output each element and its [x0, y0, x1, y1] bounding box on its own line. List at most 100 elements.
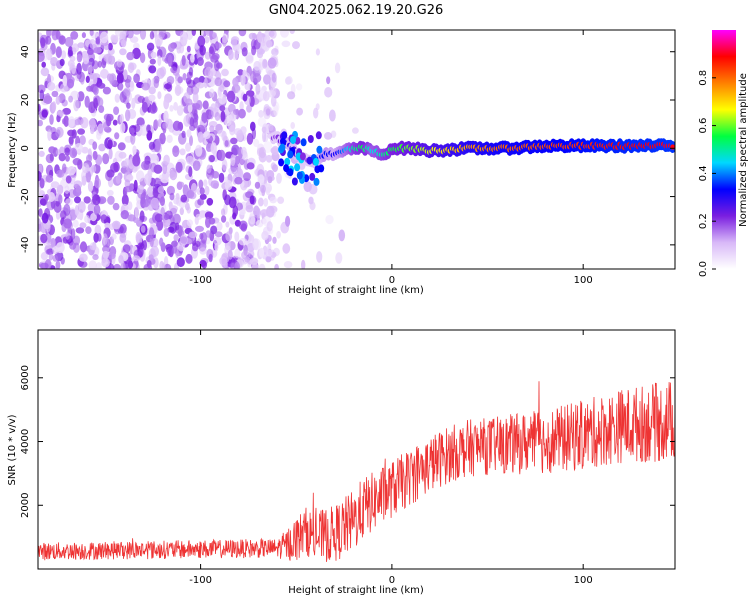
colorbar-tick-label: 0.6 — [698, 118, 709, 134]
snr-xtick-label: 0 — [389, 575, 395, 586]
spectrogram-noise-cell — [153, 187, 159, 199]
spectrogram-noise-cell — [182, 73, 187, 81]
spectrogram-noise-cell — [76, 62, 82, 75]
spectrogram-noise-cell — [246, 162, 255, 170]
spectrogram-noise-cell — [236, 43, 241, 55]
spectrogram-noise-cell — [282, 243, 291, 254]
spectrogram-noise-cell — [55, 260, 61, 269]
spectrogram-noise-cell — [149, 31, 155, 40]
spectrogram-noise-cell — [41, 61, 46, 68]
spectrogram-noise-cell — [295, 83, 303, 91]
spectrogram-noise-cell — [40, 37, 46, 49]
spectrogram-noise-cell — [213, 236, 222, 246]
spectrogram-noise-cell — [192, 91, 199, 104]
spectrogram-noise-cell — [181, 55, 186, 66]
spectrogram-noise-cell — [139, 210, 145, 223]
spectrogram-noise-cell — [84, 95, 90, 108]
spectrogram-noise-cell — [148, 104, 158, 114]
spectrogram-noise-cell — [68, 136, 74, 145]
spectrogram-noise-cell — [242, 93, 248, 102]
spectrogram-noise-cell — [186, 30, 194, 40]
spectrogram-noise-cell — [271, 145, 279, 156]
spectrogram-noise-cell — [238, 238, 248, 246]
spectrogram-noise-cell — [267, 89, 276, 98]
spectrogram-noise-cell — [88, 260, 97, 269]
spectrogram-noise-cell — [148, 254, 154, 262]
spectrogram-noise-cell — [82, 53, 89, 65]
spectrogram-noise-cell — [173, 197, 180, 205]
spectrogram-noise-cell — [166, 185, 175, 196]
spectrogram-noise-cell — [153, 164, 163, 174]
spectrogram-noise-cell — [214, 231, 223, 238]
spectrogram-noise-cell — [251, 45, 257, 56]
spectrogram-noise-cell — [214, 242, 219, 252]
spectrogram-noise-cell — [68, 116, 75, 128]
figure-title: GN04.2025.062.19.20.G26 — [269, 3, 444, 18]
spectrogram-noise-cell — [125, 78, 131, 88]
spectrogram-noise-cell — [111, 220, 121, 230]
spectrogram-noise-cell — [176, 181, 183, 190]
spectrogram-noise-cell — [163, 228, 170, 237]
spectrogram-noise-cell — [116, 59, 123, 68]
spectrogram-noise-cell — [272, 236, 277, 244]
spectrogram-onset-cell — [306, 156, 313, 165]
spectrogram-noise-cell — [85, 226, 92, 235]
spectrogram-noise-cell — [187, 103, 193, 113]
spectrogram-noise-cell — [40, 67, 50, 77]
spectrogram-noise-cell — [273, 104, 279, 117]
spectrogram-noise-cell — [50, 181, 60, 189]
spectrogram-noise-cell — [159, 132, 166, 145]
spectrogram-noise-cell — [149, 227, 155, 240]
spectrogram-noise-cell — [220, 110, 226, 123]
spectrogram-noise-cell — [248, 213, 256, 225]
spectrogram-ridge-cell — [670, 144, 675, 150]
spectrogram-noise-cell — [214, 111, 221, 121]
spectrogram-noise-cell — [214, 77, 223, 87]
spectrogram-noise-cell — [173, 101, 179, 111]
spectrogram-noise-cell — [48, 146, 56, 154]
spectrogram-noise-cell — [167, 54, 173, 67]
spectrogram-noise-cell — [163, 213, 169, 221]
spectrogram-noise-cell — [221, 35, 227, 47]
snr-frame — [37, 329, 676, 570]
spectrogram-noise-cell — [141, 82, 150, 91]
colorbar: 0.0 0.2 0.4 0.6 0.8 Normalized spectral ampl… — [698, 30, 749, 277]
spectrogram-noise-cell — [238, 220, 248, 231]
spectrogram-noise-cell — [313, 107, 319, 119]
spectrogram-marks — [38, 30, 675, 269]
spectrogram-noise-cell — [93, 47, 102, 54]
spectrogram-noise-cell — [133, 124, 141, 132]
spectrogram-noise-cell — [199, 247, 208, 255]
spectrogram-noise-cell — [157, 186, 165, 194]
spectrogram-noise-cell — [271, 48, 279, 56]
spectrogram-noise-cell — [186, 45, 191, 53]
spectrogram-noise-cell — [81, 175, 87, 186]
spectrogram-noise-cell — [258, 197, 264, 207]
spectrogram-noise-cell — [76, 53, 82, 63]
spectrogram-noise-cell — [100, 214, 108, 224]
spectrogram-noise-cell — [118, 83, 124, 91]
spectrogram-noise-cell — [107, 195, 115, 205]
spectrogram-noise-cell — [40, 252, 49, 261]
spectrogram-noise-cell — [325, 214, 334, 225]
spectrogram-noise-cell — [57, 110, 65, 117]
spectrogram-noise-cell — [97, 123, 104, 134]
spectrogram-noise-cell — [89, 38, 96, 50]
snr-series-line — [38, 381, 675, 562]
spectrogram-noise-cell — [126, 174, 134, 182]
spectrogram-noise-cell — [170, 66, 178, 74]
spectrogram-xtick-label: 100 — [574, 275, 593, 286]
spectrogram-noise-cell — [140, 225, 146, 233]
spectrogram-onset-cell — [290, 136, 297, 144]
spectrogram-noise-cell — [124, 158, 130, 167]
spectrogram-noise-cell — [219, 105, 226, 112]
spectrogram-noise-cell — [239, 209, 246, 216]
spectrogram-noise-cell — [175, 161, 183, 173]
spectrogram-noise-cell — [83, 196, 91, 204]
spectrogram-noise-cell — [81, 32, 86, 39]
spectrogram-onset-cell — [287, 168, 294, 177]
spectrogram-noise-cell — [91, 164, 97, 173]
spectrogram-noise-cell — [285, 76, 292, 85]
spectrogram-noise-cell — [203, 77, 208, 89]
spectrogram-noise-cell — [263, 74, 271, 85]
